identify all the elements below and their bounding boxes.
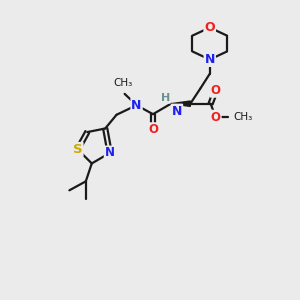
- Text: O: O: [211, 111, 221, 124]
- Text: O: O: [211, 84, 221, 97]
- Text: N: N: [105, 146, 115, 160]
- Text: S: S: [73, 143, 82, 156]
- Polygon shape: [171, 101, 190, 106]
- Text: N: N: [131, 99, 142, 112]
- Text: O: O: [148, 123, 158, 136]
- Text: N: N: [172, 105, 182, 118]
- Text: CH₃: CH₃: [234, 112, 253, 122]
- Text: H: H: [161, 93, 170, 103]
- Text: CH₃: CH₃: [113, 79, 133, 88]
- Text: N: N: [205, 53, 215, 66]
- Text: O: O: [204, 21, 215, 34]
